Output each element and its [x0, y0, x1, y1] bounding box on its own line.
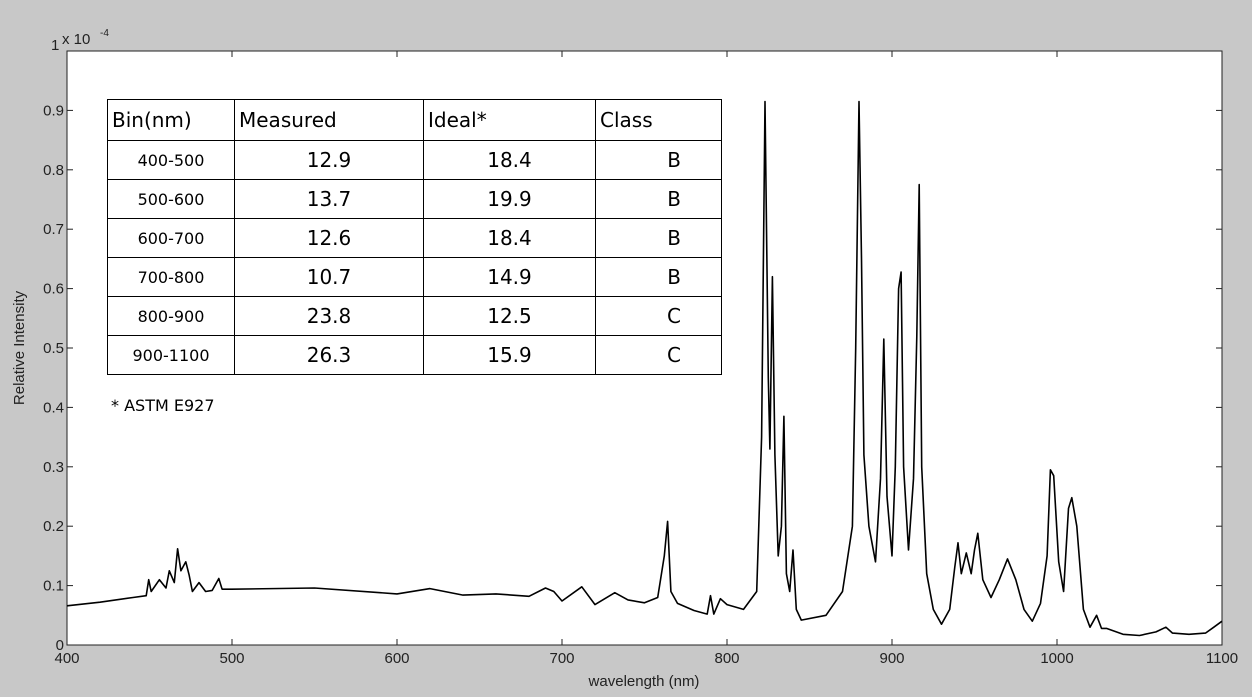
y-tick-label: 0.6	[43, 281, 64, 298]
axis-scale-exponent: -4	[100, 28, 109, 39]
x-axis-label: wavelength (nm)	[588, 673, 700, 690]
table-row: 600-700 12.6 18.4 B	[107, 218, 722, 258]
table-header-row: Bin(nm) Measured Ideal* Class	[107, 99, 722, 141]
table-row: 700-800 10.7 14.9 B	[107, 257, 722, 297]
axis-scale-label: 1	[51, 37, 59, 54]
class-cell: C	[595, 296, 722, 336]
column-header: Class	[595, 99, 722, 141]
axis-ticks: 400 500 600 700 800 900 1000 1100 0 0.1 0.2 0.3 0.4 0…	[43, 50, 1238, 667]
table-row: 500-600 13.7 19.9 B	[107, 179, 722, 219]
bin-cell: 400-500	[107, 140, 235, 180]
class-cell: B	[595, 140, 722, 180]
measured-cell: 10.7	[234, 257, 424, 297]
column-header: Measured	[234, 99, 424, 141]
spectral-match-table: Bin(nm) Measured Ideal* Class 400-500 12.…	[107, 99, 722, 375]
x-tick-label: 500	[219, 650, 244, 667]
ideal-cell: 14.9	[423, 257, 596, 297]
x-tick-label: 900	[879, 650, 904, 667]
class-cell: B	[595, 218, 722, 258]
measured-cell: 26.3	[234, 335, 424, 375]
bin-cell: 500-600	[107, 179, 235, 219]
class-cell: B	[595, 257, 722, 297]
x-tick-label: 600	[384, 650, 409, 667]
column-header: Ideal*	[423, 99, 596, 141]
y-tick-label: 0.9	[43, 102, 64, 119]
table-footnote: * ASTM E927	[111, 396, 215, 415]
ideal-cell: 18.4	[423, 218, 596, 258]
spectrum-line	[66, 100, 1223, 637]
x-tick-label: 800	[714, 650, 739, 667]
measured-cell: 23.8	[234, 296, 424, 336]
x-tick-label: 1000	[1040, 650, 1073, 667]
y-tick-label: 0.5	[43, 340, 64, 357]
bin-cell: 800-900	[107, 296, 235, 336]
table-row: 900-1100 26.3 15.9 C	[107, 335, 722, 375]
y-tick-label: 0.2	[43, 518, 64, 535]
x-tick-label: 400	[54, 650, 79, 667]
measured-cell: 13.7	[234, 179, 424, 219]
y-tick-label: 0	[56, 637, 64, 654]
y-axis-label: Relative Intensity	[11, 290, 28, 405]
ideal-cell: 12.5	[423, 296, 596, 336]
table-row: 800-900 23.8 12.5 C	[107, 296, 722, 336]
y-tick-label: 0.7	[43, 221, 64, 238]
measured-cell: 12.9	[234, 140, 424, 180]
x-tick-label: 1100	[1206, 650, 1238, 667]
y-tick-label: 0.4	[43, 399, 64, 416]
ideal-cell: 15.9	[423, 335, 596, 375]
y-tick-label: 0.1	[43, 578, 64, 595]
y-tick-label: 0.8	[43, 162, 64, 179]
y-tick-label: 0.3	[43, 459, 64, 476]
bin-cell: 700-800	[107, 257, 235, 297]
series-layer	[66, 100, 1223, 637]
ideal-cell: 18.4	[423, 140, 596, 180]
table-row: 400-500 12.9 18.4 B	[107, 140, 722, 180]
x-tick-label: 700	[549, 650, 574, 667]
column-header: Bin(nm)	[107, 99, 235, 141]
ideal-cell: 19.9	[423, 179, 596, 219]
bin-cell: 600-700	[107, 218, 235, 258]
class-cell: B	[595, 179, 722, 219]
class-cell: C	[595, 335, 722, 375]
measured-cell: 12.6	[234, 218, 424, 258]
bin-cell: 900-1100	[107, 335, 235, 375]
axis-scale-multiplier: x 10	[62, 31, 90, 48]
